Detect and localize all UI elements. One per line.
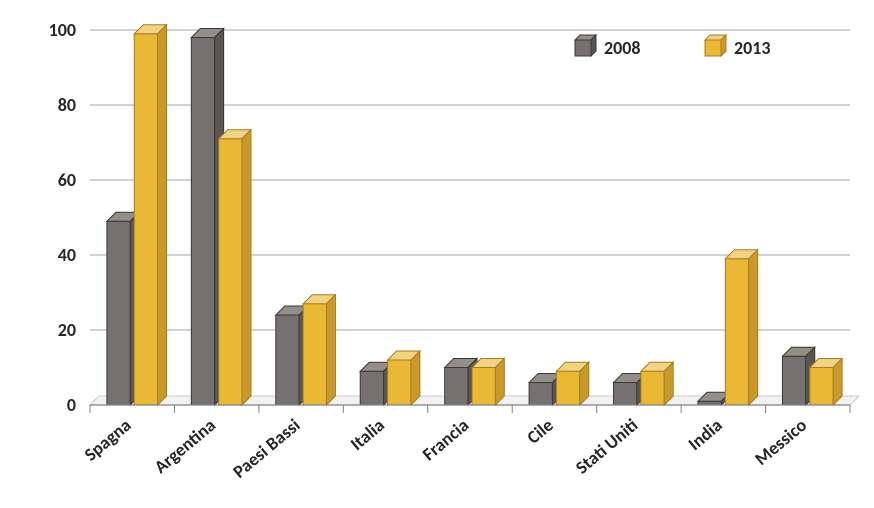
bar-2013-Paesi Bassi bbox=[303, 295, 335, 405]
bar-2013-Argentina bbox=[219, 130, 251, 405]
y-tick-label: 40 bbox=[58, 244, 76, 266]
legend-label: 2008 bbox=[604, 37, 641, 59]
y-tick-label: 100 bbox=[49, 19, 76, 41]
y-tick-label: 20 bbox=[58, 319, 76, 341]
bar-2013-Stati Uniti bbox=[641, 362, 673, 405]
y-tick-label: 0 bbox=[67, 394, 76, 416]
bar-2013-Cile bbox=[556, 362, 588, 405]
bar-chart: 020406080100SpagnaArgentinaPaesi BassiIt… bbox=[0, 0, 874, 508]
bar-2013-Spagna bbox=[134, 25, 166, 405]
bar-2013-India bbox=[725, 250, 757, 405]
legend-label: 2013 bbox=[734, 37, 771, 59]
chart-svg: 020406080100SpagnaArgentinaPaesi BassiIt… bbox=[0, 0, 874, 508]
bar-2013-Italia bbox=[388, 351, 420, 405]
y-tick-label: 60 bbox=[58, 169, 76, 191]
legend-item-2008: 2008 bbox=[575, 35, 641, 59]
legend-item-2013: 2013 bbox=[705, 35, 771, 59]
y-tick-label: 80 bbox=[58, 94, 76, 116]
bar-2013-Francia bbox=[472, 359, 504, 406]
bar-2013-Messico bbox=[810, 359, 842, 406]
